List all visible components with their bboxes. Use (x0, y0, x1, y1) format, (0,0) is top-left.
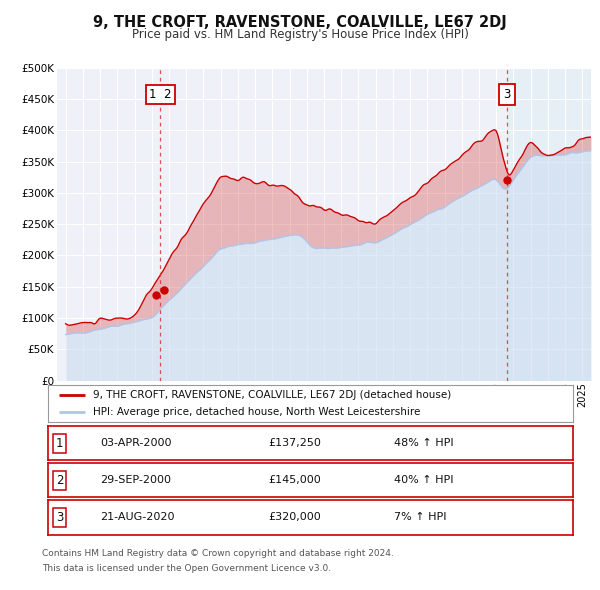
Text: 3: 3 (56, 511, 63, 524)
Text: £137,250: £137,250 (269, 438, 322, 448)
Text: 03-APR-2000: 03-APR-2000 (101, 438, 172, 448)
Text: 21-AUG-2020: 21-AUG-2020 (101, 513, 175, 522)
Text: 2: 2 (56, 474, 64, 487)
Text: 48% ↑ HPI: 48% ↑ HPI (395, 438, 454, 448)
Text: 1: 1 (56, 437, 64, 450)
Text: 40% ↑ HPI: 40% ↑ HPI (395, 476, 454, 485)
Bar (507, 68, 591, 381)
Text: 3: 3 (503, 88, 511, 101)
Text: Contains HM Land Registry data © Crown copyright and database right 2024.: Contains HM Land Registry data © Crown c… (42, 549, 394, 558)
Text: 9, THE CROFT, RAVENSTONE, COALVILLE, LE67 2DJ (detached house): 9, THE CROFT, RAVENSTONE, COALVILLE, LE6… (92, 390, 451, 399)
Text: 29-SEP-2000: 29-SEP-2000 (101, 476, 172, 485)
Text: £145,000: £145,000 (269, 476, 321, 485)
Text: Price paid vs. HM Land Registry's House Price Index (HPI): Price paid vs. HM Land Registry's House … (131, 28, 469, 41)
Text: 1  2: 1 2 (149, 88, 172, 101)
Text: 9, THE CROFT, RAVENSTONE, COALVILLE, LE67 2DJ: 9, THE CROFT, RAVENSTONE, COALVILLE, LE6… (93, 15, 507, 30)
Text: 7% ↑ HPI: 7% ↑ HPI (395, 513, 447, 522)
Text: HPI: Average price, detached house, North West Leicestershire: HPI: Average price, detached house, Nort… (92, 407, 420, 417)
Text: This data is licensed under the Open Government Licence v3.0.: This data is licensed under the Open Gov… (42, 565, 331, 573)
Text: £320,000: £320,000 (269, 513, 321, 522)
